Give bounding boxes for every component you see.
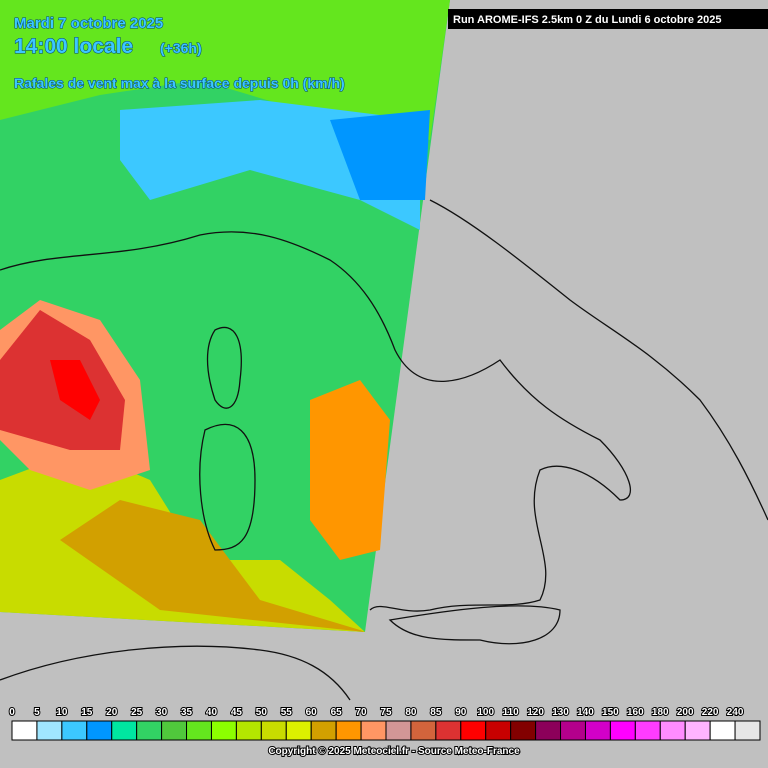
legend-swatch bbox=[709, 720, 736, 741]
copyright: Copyright © 2025 Meteociel.fr - Source M… bbox=[268, 746, 520, 757]
legend-label: 55 bbox=[281, 707, 293, 718]
legend-label: 240 bbox=[727, 707, 744, 718]
legend-swatch bbox=[86, 720, 113, 741]
legend-label: 85 bbox=[430, 707, 442, 718]
legend-swatch bbox=[535, 720, 562, 741]
run-info: Run AROME-IFS 2.5km 0 Z du Lundi 6 octob… bbox=[453, 14, 722, 26]
legend-label: 100 bbox=[477, 707, 494, 718]
parameter-title: Rafales de vent max à la surface depuis … bbox=[14, 75, 345, 91]
legend-swatch bbox=[310, 720, 337, 741]
legend-swatch bbox=[385, 720, 412, 741]
legend-swatch bbox=[410, 720, 437, 741]
forecast-lead: (+36h) bbox=[160, 40, 202, 56]
legend-label: 160 bbox=[627, 707, 644, 718]
legend-swatch bbox=[460, 720, 487, 741]
legend-swatch bbox=[609, 720, 636, 741]
forecast-time: 14:00 locale bbox=[14, 35, 133, 58]
legend-label: 65 bbox=[331, 707, 343, 718]
legend-swatch bbox=[210, 720, 237, 741]
legend-label: 10 bbox=[56, 707, 68, 718]
field-gold bbox=[60, 500, 365, 632]
legend-label: 140 bbox=[577, 707, 594, 718]
forecast-date: Mardi 7 octobre 2025 bbox=[14, 15, 163, 32]
legend-label: 75 bbox=[380, 707, 392, 718]
legend-label: 50 bbox=[256, 707, 268, 718]
legend-swatch bbox=[560, 720, 586, 741]
field-gusts-max bbox=[50, 360, 100, 420]
legend-label: 20 bbox=[106, 707, 118, 718]
legend-swatch bbox=[186, 720, 212, 741]
legend-label: 5 bbox=[34, 707, 40, 718]
sicily bbox=[388, 605, 561, 645]
legend-label: 35 bbox=[181, 707, 193, 718]
legend-swatch bbox=[61, 720, 88, 741]
legend-swatch bbox=[684, 720, 711, 741]
legend-label: 45 bbox=[231, 707, 243, 718]
legend-swatch bbox=[435, 720, 462, 741]
legend-label: 110 bbox=[503, 707, 520, 718]
run-banner bbox=[448, 9, 768, 29]
legend-swatch bbox=[584, 720, 611, 741]
legend-swatch bbox=[734, 720, 761, 741]
legend-swatch bbox=[235, 720, 262, 741]
legend-swatch bbox=[260, 720, 287, 741]
coast-balkans bbox=[429, 199, 768, 521]
coast-italy bbox=[0, 231, 631, 612]
legend-swatch bbox=[360, 720, 387, 741]
legend-swatch bbox=[285, 720, 312, 741]
legend-swatch bbox=[659, 720, 686, 741]
legend-swatch bbox=[36, 720, 63, 741]
field-gusts-east bbox=[310, 380, 390, 560]
legend-label: 0 bbox=[9, 707, 15, 718]
legend-swatch bbox=[136, 720, 163, 741]
legend-label: 25 bbox=[131, 707, 143, 718]
field-north bbox=[0, 0, 450, 140]
legend-label: 40 bbox=[206, 707, 218, 718]
legend-swatch bbox=[634, 720, 661, 741]
legend-label: 70 bbox=[356, 707, 368, 718]
field-adriatic bbox=[330, 110, 430, 200]
legend-swatch bbox=[161, 720, 188, 741]
coast-africa bbox=[0, 645, 351, 701]
legend-label: 120 bbox=[527, 707, 544, 718]
legend-label: 30 bbox=[156, 707, 168, 718]
legend-label: 80 bbox=[405, 707, 417, 718]
legend-label: 150 bbox=[602, 707, 619, 718]
legend-label: 200 bbox=[677, 707, 694, 718]
legend-label: 60 bbox=[306, 707, 318, 718]
legend-label: 220 bbox=[702, 707, 719, 718]
legend-label: 90 bbox=[455, 707, 467, 718]
legend-label: 180 bbox=[652, 707, 669, 718]
legend-swatch bbox=[335, 720, 362, 741]
legend-swatch bbox=[11, 720, 38, 741]
legend-swatch bbox=[485, 720, 512, 741]
legend-label: 130 bbox=[552, 707, 569, 718]
sardinia bbox=[199, 423, 256, 551]
legend-swatch bbox=[510, 720, 537, 741]
legend-swatch bbox=[111, 720, 138, 741]
legend-label: 15 bbox=[81, 707, 93, 718]
coastlines bbox=[0, 199, 768, 701]
corsica bbox=[206, 326, 242, 409]
legend: 0 5 10 15 20 25 30 35 40 45 50 55 60 65 70 75 80 85 90 100 1… bbox=[8, 706, 761, 741]
